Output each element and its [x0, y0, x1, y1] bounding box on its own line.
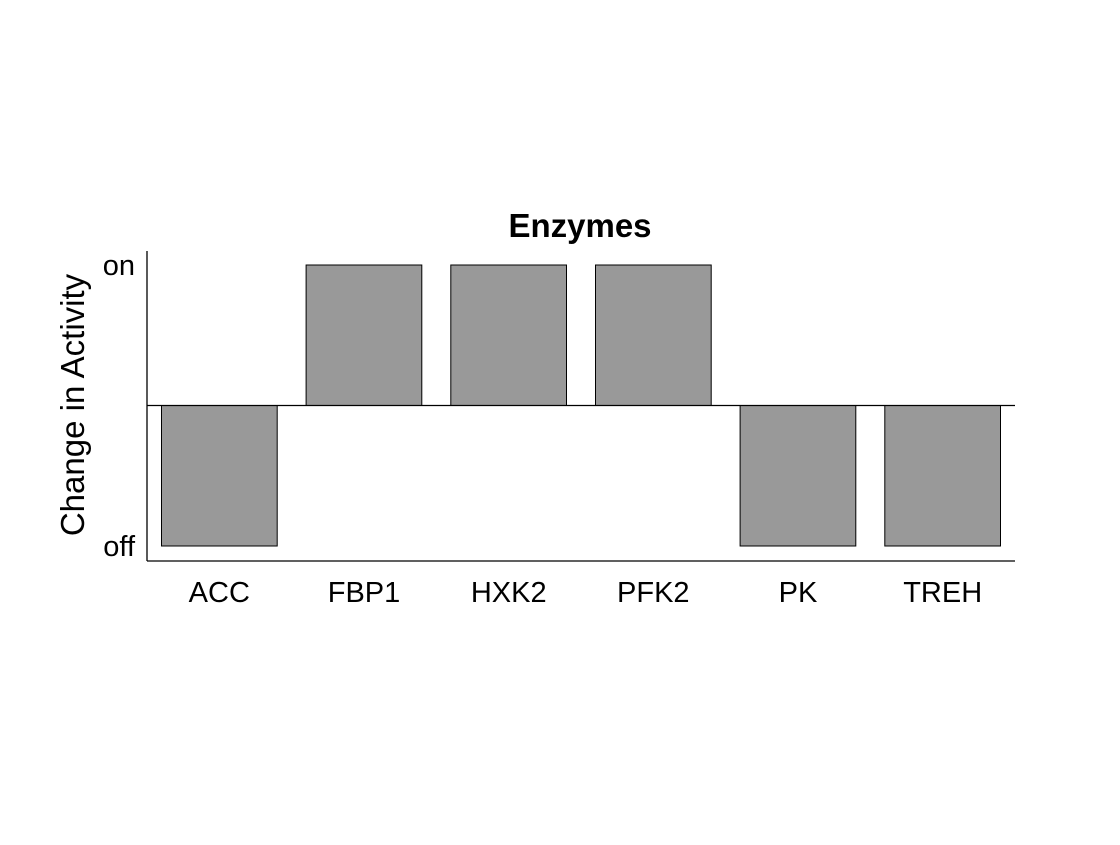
- x-tick-label-pfk2: PFK2: [617, 577, 690, 609]
- chart-title: Enzymes: [508, 207, 651, 244]
- x-tick-label-pk: PK: [779, 577, 818, 609]
- y-axis-label: Change in Activity: [54, 273, 91, 536]
- x-tick-label-fbp1: FBP1: [328, 577, 401, 609]
- x-tick-labels: ACC FBP1 HXK2 PFK2 PK TREH: [189, 577, 982, 609]
- y-tick-labels: off on: [103, 250, 136, 563]
- x-tick-label-hxk2: HXK2: [471, 577, 547, 609]
- x-tick-label-acc: ACC: [189, 577, 250, 609]
- y-tick-label-on: on: [103, 250, 135, 282]
- bar-treh: [884, 405, 1001, 547]
- y-tick-label-off: off: [103, 531, 136, 563]
- bars: [161, 264, 1001, 547]
- bar-pfk2: [595, 264, 712, 406]
- x-tick-label-treh: TREH: [903, 577, 982, 609]
- bar-acc: [161, 405, 278, 547]
- bar-pk: [739, 405, 857, 547]
- bar-fbp1: [305, 264, 423, 406]
- bar-hxk2: [450, 264, 567, 406]
